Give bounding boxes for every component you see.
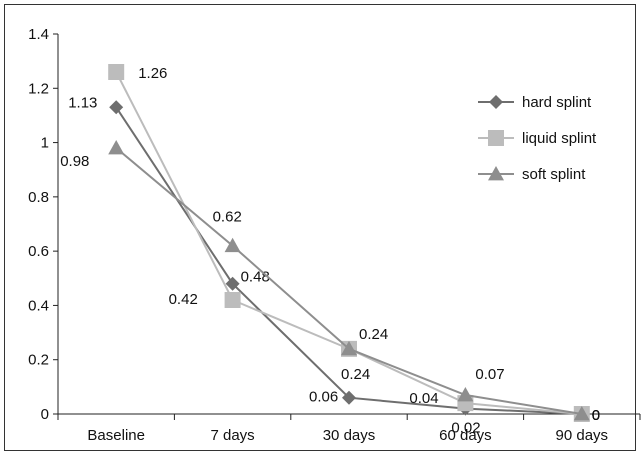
legend-marker <box>489 95 503 109</box>
series-line-1 <box>115 71 582 415</box>
data-label: 0 <box>592 407 600 424</box>
y-tick-label: 0.2 <box>28 352 49 369</box>
data-point <box>225 276 240 291</box>
data-point <box>341 340 357 356</box>
data-label: 0.04 <box>409 390 438 407</box>
data-point <box>224 292 241 308</box>
data-label: 0 <box>592 407 600 424</box>
legend-marker <box>488 166 504 181</box>
legend-label: liquid splint <box>522 130 597 147</box>
data-point <box>457 387 474 402</box>
data-label: 0 <box>592 407 600 424</box>
data-point <box>224 237 241 253</box>
data-point <box>109 100 124 115</box>
y-tick-label: 1 <box>41 135 49 152</box>
data-label: 0.06 <box>309 389 338 406</box>
data-label: 0.62 <box>213 209 242 226</box>
data-label: 0.24 <box>359 326 388 343</box>
data-point <box>108 64 125 80</box>
x-tick-label: 30 days <box>323 427 376 444</box>
data-point <box>573 406 590 421</box>
data-label: 1.13 <box>68 94 97 111</box>
y-tick-label: 0 <box>41 406 49 423</box>
data-label: 0.07 <box>475 366 504 383</box>
x-tick-label: 7 days <box>210 427 254 444</box>
y-tick-label: 1.4 <box>28 26 49 43</box>
data-label: 1.26 <box>138 65 167 82</box>
legend-label: soft splint <box>522 166 586 183</box>
x-tick-label: 90 days <box>556 427 609 444</box>
data-point <box>108 140 125 155</box>
data-point <box>342 390 356 405</box>
data-label: 0.24 <box>341 366 370 383</box>
legend-label: hard splint <box>522 94 592 111</box>
y-tick-label: 0.6 <box>28 243 49 260</box>
y-tick-label: 1.2 <box>28 80 49 97</box>
y-tick-label: 0.8 <box>28 189 49 206</box>
legend-marker <box>488 130 504 146</box>
x-tick-label: 60 days <box>439 427 492 444</box>
data-label: 0.02 <box>451 420 480 437</box>
y-tick-label: 0.4 <box>28 297 49 314</box>
data-label: 0.98 <box>60 153 89 170</box>
data-label: 0.42 <box>169 291 198 308</box>
data-label: 0.48 <box>241 269 270 286</box>
x-tick-label: Baseline <box>87 427 145 444</box>
